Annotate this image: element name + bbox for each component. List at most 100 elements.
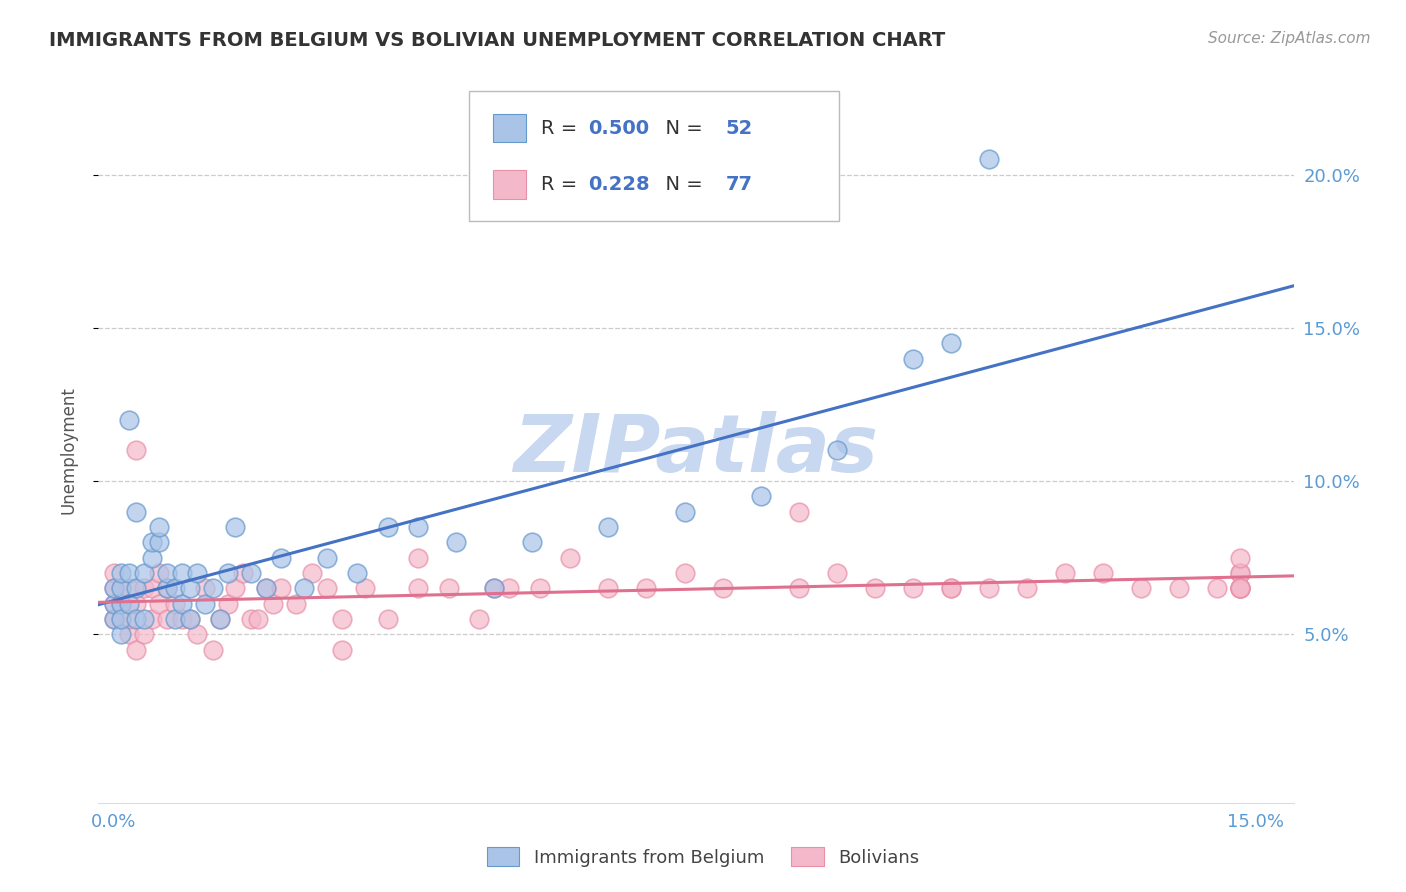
Point bbox=[103, 582, 125, 596]
Point bbox=[148, 566, 170, 580]
Point bbox=[163, 582, 186, 596]
Point bbox=[901, 351, 924, 366]
Text: Source: ZipAtlas.com: Source: ZipAtlas.com bbox=[1208, 31, 1371, 46]
Point bbox=[103, 597, 125, 611]
Point bbox=[103, 597, 125, 611]
Bar bbox=[494, 114, 526, 142]
Text: 77: 77 bbox=[725, 175, 752, 194]
Point bbox=[673, 505, 696, 519]
Point bbox=[529, 582, 551, 596]
Point bbox=[156, 582, 179, 596]
Point bbox=[110, 627, 132, 641]
Point bbox=[118, 413, 141, 427]
Point bbox=[125, 505, 148, 519]
Point bbox=[194, 597, 217, 611]
Point bbox=[406, 582, 429, 596]
Text: IMMIGRANTS FROM BELGIUM VS BOLIVIAN UNEMPLOYMENT CORRELATION CHART: IMMIGRANTS FROM BELGIUM VS BOLIVIAN UNEM… bbox=[49, 31, 945, 50]
Point bbox=[254, 582, 277, 596]
Point bbox=[787, 582, 810, 596]
Point bbox=[1229, 582, 1251, 596]
Point bbox=[156, 566, 179, 580]
Point bbox=[103, 566, 125, 580]
Text: 0.228: 0.228 bbox=[589, 175, 650, 194]
Point bbox=[406, 550, 429, 565]
Point bbox=[270, 582, 292, 596]
Point bbox=[330, 612, 353, 626]
Point bbox=[103, 582, 125, 596]
Point bbox=[201, 582, 224, 596]
Point bbox=[141, 550, 163, 565]
Point bbox=[270, 550, 292, 565]
Point bbox=[1229, 566, 1251, 580]
Point bbox=[522, 535, 544, 549]
Point bbox=[172, 612, 194, 626]
Point bbox=[315, 582, 337, 596]
Point bbox=[1017, 582, 1039, 596]
Point bbox=[217, 566, 239, 580]
Point bbox=[148, 520, 170, 534]
Point bbox=[437, 582, 460, 596]
Point bbox=[292, 582, 315, 596]
Point bbox=[132, 566, 155, 580]
FancyBboxPatch shape bbox=[470, 91, 839, 221]
Point bbox=[377, 612, 399, 626]
Point bbox=[179, 582, 201, 596]
Point bbox=[1229, 582, 1251, 596]
Point bbox=[110, 597, 132, 611]
Point bbox=[118, 566, 141, 580]
Text: ZIPatlas: ZIPatlas bbox=[513, 411, 879, 490]
Point bbox=[711, 582, 734, 596]
Point bbox=[1092, 566, 1115, 580]
Point bbox=[239, 566, 262, 580]
Point bbox=[1229, 582, 1251, 596]
Point bbox=[377, 520, 399, 534]
Point bbox=[560, 550, 582, 565]
Point bbox=[406, 520, 429, 534]
Text: 0.500: 0.500 bbox=[589, 119, 650, 137]
Point bbox=[825, 566, 848, 580]
Point bbox=[110, 597, 132, 611]
Point bbox=[156, 612, 179, 626]
Point bbox=[301, 566, 323, 580]
Point bbox=[179, 612, 201, 626]
Point bbox=[132, 612, 155, 626]
Point bbox=[1229, 582, 1251, 596]
Point bbox=[1168, 582, 1191, 596]
Point bbox=[141, 535, 163, 549]
Point bbox=[172, 597, 194, 611]
Point bbox=[179, 612, 201, 626]
Point bbox=[346, 566, 368, 580]
Point bbox=[1054, 566, 1077, 580]
Point bbox=[636, 582, 658, 596]
Point bbox=[484, 582, 506, 596]
Point bbox=[172, 566, 194, 580]
Point bbox=[125, 443, 148, 458]
Text: 52: 52 bbox=[725, 119, 754, 137]
Point bbox=[110, 582, 132, 596]
Point bbox=[498, 582, 520, 596]
Point bbox=[118, 612, 141, 626]
Point bbox=[939, 582, 962, 596]
Point bbox=[103, 612, 125, 626]
Point bbox=[186, 566, 208, 580]
Point bbox=[141, 582, 163, 596]
Point bbox=[186, 627, 208, 641]
Point bbox=[444, 535, 467, 549]
Point bbox=[163, 597, 186, 611]
Point bbox=[224, 520, 246, 534]
Point bbox=[598, 582, 620, 596]
Legend: Immigrants from Belgium, Bolivians: Immigrants from Belgium, Bolivians bbox=[479, 840, 927, 874]
Point bbox=[353, 582, 375, 596]
Point bbox=[673, 566, 696, 580]
Point bbox=[110, 566, 132, 580]
Point bbox=[239, 612, 262, 626]
Point bbox=[217, 597, 239, 611]
Point bbox=[148, 535, 170, 549]
Point bbox=[209, 612, 232, 626]
Point bbox=[285, 597, 308, 611]
Point bbox=[118, 627, 141, 641]
Point bbox=[201, 642, 224, 657]
Point bbox=[156, 582, 179, 596]
Point bbox=[484, 582, 506, 596]
Point bbox=[1229, 582, 1251, 596]
